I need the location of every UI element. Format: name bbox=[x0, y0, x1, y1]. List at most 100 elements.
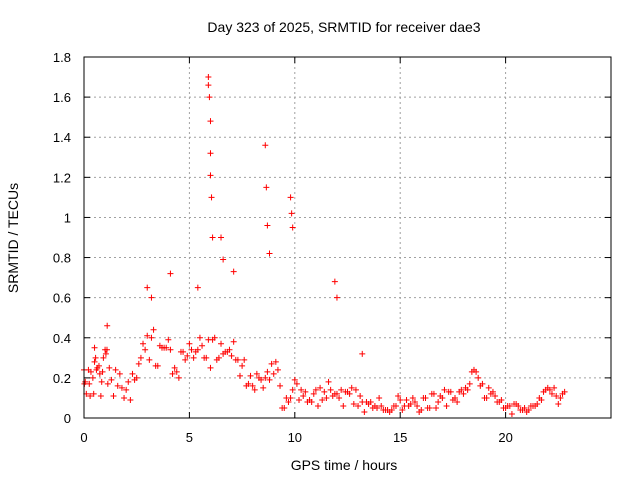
data-point bbox=[103, 346, 110, 353]
data-point bbox=[289, 386, 296, 393]
data-point bbox=[100, 354, 107, 361]
data-point bbox=[426, 404, 433, 411]
data-point bbox=[357, 392, 364, 399]
data-point bbox=[555, 400, 562, 407]
y-tick-label: 0.8 bbox=[53, 251, 71, 266]
data-point bbox=[287, 194, 294, 201]
y-tick-label: 1.4 bbox=[53, 130, 71, 145]
data-point bbox=[234, 356, 241, 363]
data-point bbox=[203, 354, 210, 361]
data-point bbox=[180, 348, 187, 355]
data-point bbox=[525, 406, 532, 413]
data-point bbox=[327, 386, 334, 393]
y-tick-label: 0.4 bbox=[53, 331, 71, 346]
data-point bbox=[376, 394, 383, 401]
data-point bbox=[99, 368, 106, 375]
data-point bbox=[321, 388, 328, 395]
data-point bbox=[439, 394, 446, 401]
x-tick-label: 20 bbox=[498, 430, 512, 445]
chart-title: Day 323 of 2025, SRMTID for receiver dae… bbox=[207, 19, 480, 35]
data-point bbox=[399, 406, 406, 413]
data-point bbox=[169, 370, 176, 377]
data-point bbox=[90, 390, 97, 397]
data-point bbox=[296, 396, 303, 403]
data-point bbox=[104, 322, 111, 329]
data-point bbox=[97, 392, 104, 399]
data-point bbox=[205, 74, 212, 81]
data-series-srmtid bbox=[81, 74, 568, 417]
data-point bbox=[148, 294, 155, 301]
data-point bbox=[167, 346, 174, 353]
data-point bbox=[215, 354, 222, 361]
data-point bbox=[87, 368, 94, 375]
data-point bbox=[140, 340, 147, 347]
data-point bbox=[388, 406, 395, 413]
data-point bbox=[262, 374, 269, 381]
data-point bbox=[226, 346, 233, 353]
data-point bbox=[557, 394, 564, 401]
data-point bbox=[317, 384, 324, 391]
data-point bbox=[186, 340, 193, 347]
data-point bbox=[190, 354, 197, 361]
data-point bbox=[127, 396, 134, 403]
data-point bbox=[287, 394, 294, 401]
data-point bbox=[173, 368, 180, 375]
data-point bbox=[171, 364, 178, 371]
data-point bbox=[489, 388, 496, 395]
data-point bbox=[205, 82, 212, 89]
x-axis-label: GPS time / hours bbox=[291, 457, 398, 473]
data-point bbox=[310, 390, 317, 397]
data-point bbox=[346, 390, 353, 397]
data-point bbox=[220, 256, 227, 263]
data-point bbox=[228, 352, 235, 359]
data-point bbox=[167, 270, 174, 277]
x-tick-label: 5 bbox=[186, 430, 193, 445]
data-point bbox=[285, 398, 292, 405]
data-point bbox=[194, 346, 201, 353]
data-point bbox=[325, 378, 332, 385]
x-tick-label: 15 bbox=[393, 430, 407, 445]
data-point bbox=[430, 390, 437, 397]
data-point bbox=[262, 142, 269, 149]
data-point bbox=[561, 388, 568, 395]
data-point bbox=[272, 358, 279, 365]
data-point bbox=[359, 350, 366, 357]
y-tick-label: 0.2 bbox=[53, 371, 71, 386]
data-point bbox=[116, 370, 123, 377]
y-tick-labels: 0 0.2 0.4 0.6 0.8 1 1.2 1.4 1.6 1.8 bbox=[53, 50, 71, 426]
data-point bbox=[479, 380, 486, 387]
data-point bbox=[548, 390, 555, 397]
data-point bbox=[264, 368, 271, 375]
data-point bbox=[118, 384, 125, 391]
data-point bbox=[87, 392, 94, 399]
data-point bbox=[146, 356, 153, 363]
data-point bbox=[551, 384, 558, 391]
data-point bbox=[110, 392, 117, 399]
data-point bbox=[102, 350, 109, 357]
data-point bbox=[392, 402, 399, 409]
data-point bbox=[312, 386, 319, 393]
data-point bbox=[266, 376, 273, 383]
data-point bbox=[123, 386, 130, 393]
data-point bbox=[121, 394, 128, 401]
data-point bbox=[144, 332, 151, 339]
data-point bbox=[350, 400, 357, 407]
data-point bbox=[361, 408, 368, 415]
data-point bbox=[308, 398, 315, 405]
data-point bbox=[199, 342, 206, 349]
data-point bbox=[319, 396, 326, 403]
data-point bbox=[184, 352, 191, 359]
data-point bbox=[207, 150, 214, 157]
data-point bbox=[395, 392, 402, 399]
data-point bbox=[268, 360, 275, 367]
data-point bbox=[498, 396, 505, 403]
data-point bbox=[253, 370, 260, 377]
data-point bbox=[91, 344, 98, 351]
data-point bbox=[175, 374, 182, 381]
data-point bbox=[466, 380, 473, 387]
data-point bbox=[239, 362, 246, 369]
data-point bbox=[264, 222, 271, 229]
data-point bbox=[441, 386, 448, 393]
data-point bbox=[483, 394, 490, 401]
data-point bbox=[435, 398, 442, 405]
